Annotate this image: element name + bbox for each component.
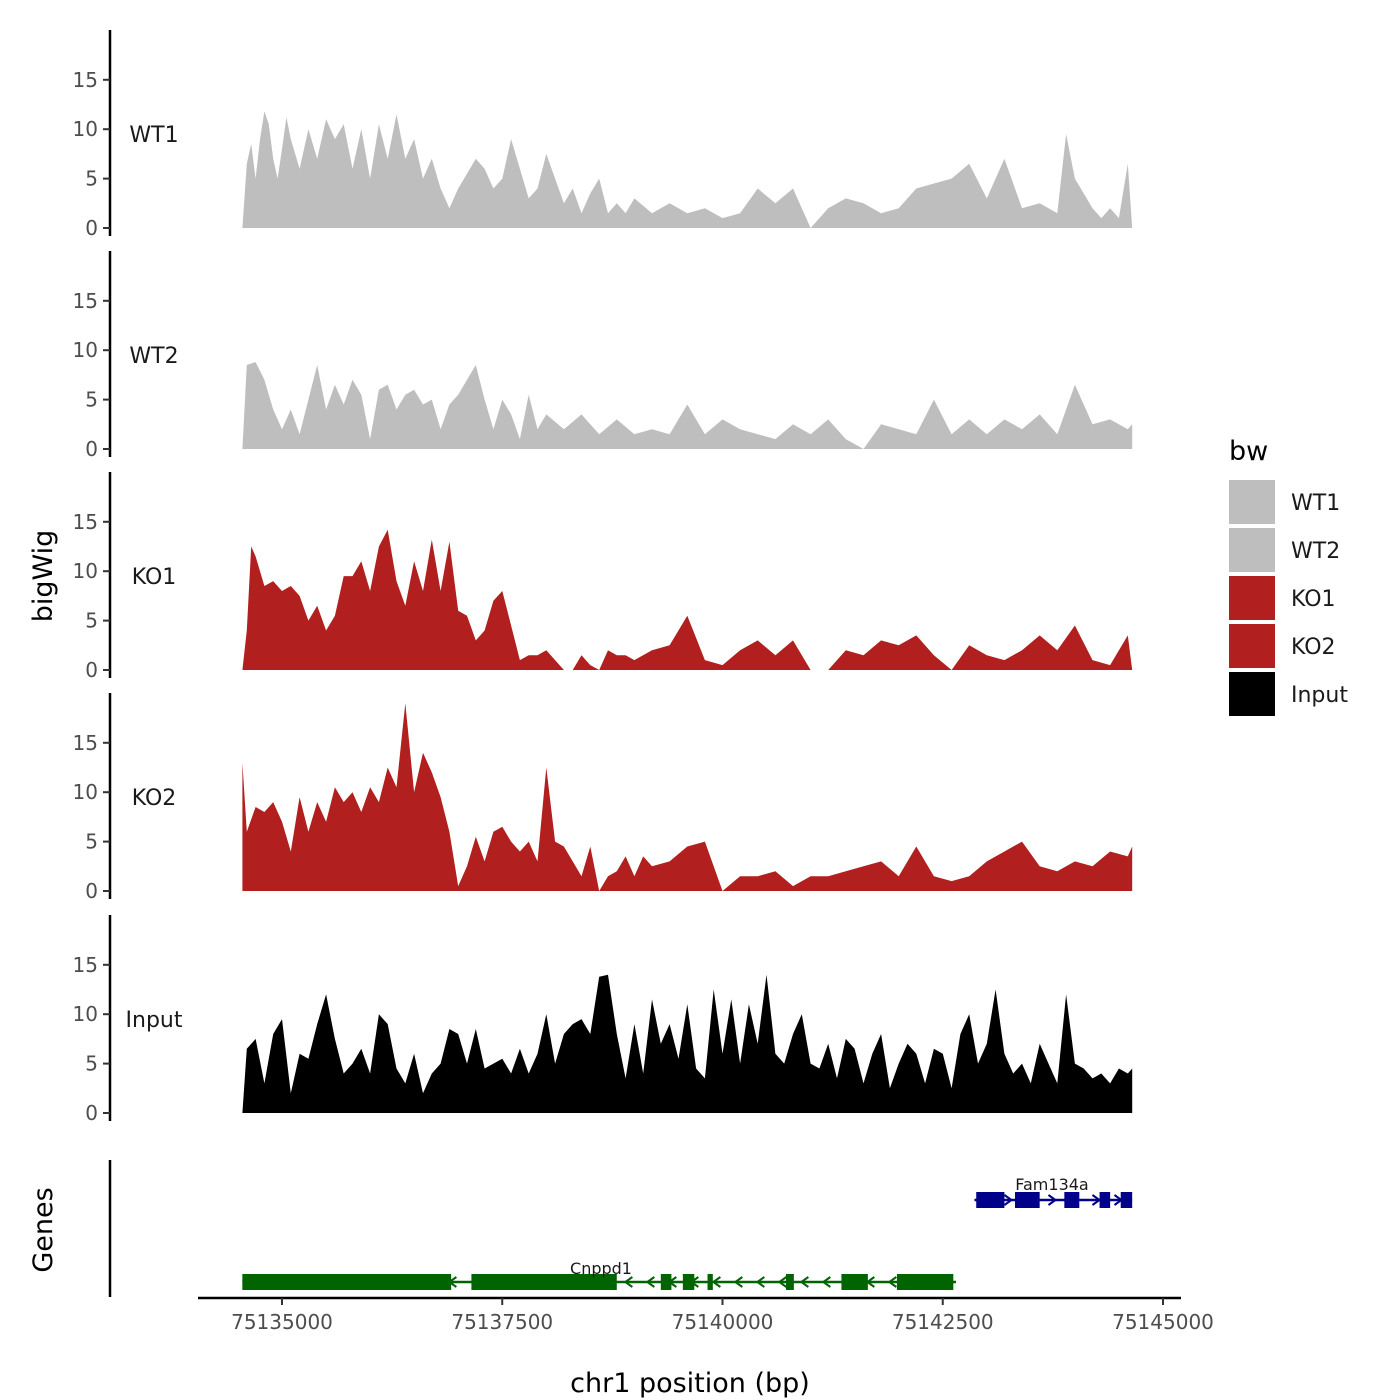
y-tick-label: 0 <box>85 216 98 240</box>
coverage-area-wt2 <box>242 362 1133 449</box>
coverage-area-wt1 <box>242 111 1133 228</box>
legend-swatch <box>1229 480 1275 524</box>
y-tick-label: 5 <box>85 609 98 633</box>
y-tick-label: 5 <box>85 1052 98 1076</box>
legend-swatch <box>1229 624 1275 668</box>
legend-item-input: Input <box>1229 672 1348 716</box>
gene-exon <box>242 1274 452 1290</box>
coverage-area-input <box>242 974 1133 1113</box>
gene-label: Cnppd1 <box>570 1259 632 1278</box>
strand-arrow <box>733 1276 743 1288</box>
track-ko1: 0 5 10 15 KO1 <box>73 472 1133 682</box>
y-tick-label: 15 <box>73 289 98 313</box>
gene-cnppd1: Cnppd1 <box>242 1259 956 1290</box>
x-tick-label: 75135000 <box>231 1310 333 1334</box>
track-label: WT1 <box>129 123 178 148</box>
track-label: WT2 <box>129 344 178 369</box>
strand-arrow <box>777 1276 787 1288</box>
y-tick-label: 15 <box>73 731 98 755</box>
y-tick-label: 10 <box>73 559 98 583</box>
y-tick-label: 10 <box>73 338 98 362</box>
coverage-area-ko2 <box>242 703 1133 891</box>
y-tick-label: 10 <box>73 780 98 804</box>
gene-label: Fam134a <box>1015 1175 1088 1194</box>
y-tick-label: 10 <box>73 1002 98 1026</box>
strand-arrow <box>645 1276 655 1288</box>
y-tick-label: 0 <box>85 658 98 682</box>
y-tick-label: 0 <box>85 437 98 461</box>
legend-swatch <box>1229 528 1275 572</box>
y-tick-label: 0 <box>85 879 98 903</box>
gene-exon <box>841 1274 868 1290</box>
y-tick-label: 5 <box>85 167 98 191</box>
legend-item-wt1: WT1 <box>1229 480 1340 524</box>
legend-item-ko1: KO1 <box>1229 576 1336 620</box>
y-tick-label: 15 <box>73 510 98 534</box>
track-input: 0 5 10 15 Input <box>73 915 1133 1125</box>
y-tick-label: 10 <box>73 117 98 141</box>
track-ko2: 0 5 10 15 KO2 <box>73 693 1133 903</box>
strand-arrow <box>623 1276 633 1288</box>
gene-exon <box>471 1274 617 1290</box>
gene-exon <box>1064 1192 1080 1208</box>
y-tick-label: 15 <box>73 68 98 92</box>
gene-exon <box>976 1192 1005 1208</box>
legend-label: KO1 <box>1291 587 1336 612</box>
strand-arrow <box>1091 1194 1102 1206</box>
strand-arrow <box>821 1276 831 1288</box>
y-tick-label: 5 <box>85 388 98 412</box>
legend-item-ko2: KO2 <box>1229 624 1336 668</box>
legend-item-wt2: WT2 <box>1229 528 1340 572</box>
genes-axis-title: Genes <box>28 1187 59 1272</box>
x-axis: 75135000 75137500 75140000 75142500 75145000 <box>198 1296 1214 1334</box>
track-label: Input <box>126 1008 183 1033</box>
gene-exon <box>896 1274 954 1290</box>
strand-arrow <box>799 1276 809 1288</box>
gene-exon <box>707 1274 713 1290</box>
track-wt1: 0 5 10 15 WT1 <box>73 30 1133 240</box>
track-label: KO2 <box>132 786 177 811</box>
gene-exon <box>682 1274 695 1290</box>
y-tick-label: 15 <box>73 953 98 977</box>
legend-swatch <box>1229 672 1275 716</box>
gene-exon <box>1099 1192 1111 1208</box>
track-label: KO1 <box>132 565 177 590</box>
x-axis-title: chr1 position (bp) <box>570 1368 810 1399</box>
strand-arrow <box>887 1276 897 1288</box>
genes-layer: Fam134a Cnppd1 <box>108 1160 1133 1297</box>
gene-exon <box>1014 1192 1040 1208</box>
y-tick-label: 5 <box>85 830 98 854</box>
legend-label: WT2 <box>1291 539 1340 564</box>
y-axis-title: bigWig <box>28 530 59 623</box>
gene-exon <box>785 1274 794 1290</box>
strand-arrow <box>1047 1194 1058 1206</box>
legend-label: WT1 <box>1291 491 1340 516</box>
legend-label: KO2 <box>1291 635 1336 660</box>
x-tick-label: 75137500 <box>451 1310 553 1334</box>
coverage-area-ko1 <box>242 529 1133 670</box>
legend: WT1 WT2 KO1 KO2 Input <box>1229 480 1348 716</box>
tracks-layer: 0 5 10 15 WT1 0 5 10 15 WT2 0 5 10 15 KO1 0 5 10 15 KO2 0 5 10… <box>73 30 1133 1125</box>
x-tick-label: 75140000 <box>672 1310 774 1334</box>
gene-fam134a: Fam134a <box>974 1175 1133 1208</box>
legend-label: Input <box>1291 683 1348 708</box>
y-tick-label: 0 <box>85 1101 98 1125</box>
strand-arrow <box>1003 1194 1014 1206</box>
gene-exon <box>1120 1192 1133 1208</box>
legend-swatch <box>1229 576 1275 620</box>
strand-arrow <box>711 1276 721 1288</box>
gene-exon <box>660 1274 672 1290</box>
x-tick-label: 75142500 <box>892 1310 994 1334</box>
track-wt2: 0 5 10 15 WT2 <box>73 251 1133 461</box>
legend-title: bw <box>1229 436 1268 467</box>
strand-arrow <box>755 1276 765 1288</box>
x-tick-label: 75145000 <box>1112 1310 1214 1334</box>
